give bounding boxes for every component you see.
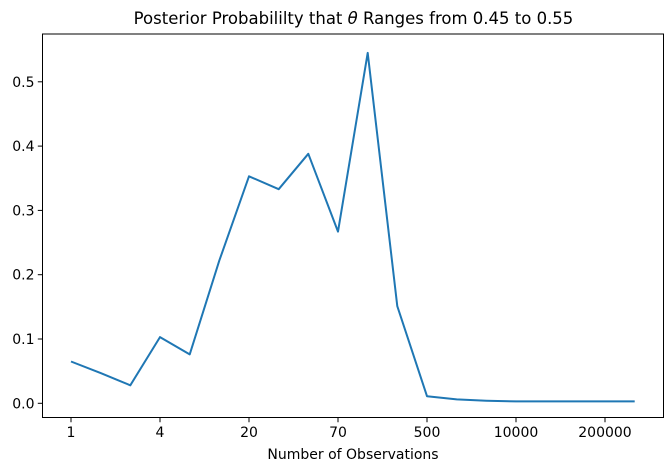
chart-title-post: Ranges from 0.45 to 0.55 bbox=[357, 9, 574, 28]
y-tick-label: 0.0 bbox=[12, 396, 34, 412]
x-axis-ticks bbox=[70, 417, 606, 423]
x-tick-label: 70 bbox=[329, 425, 347, 441]
y-tick-label: 0.1 bbox=[12, 332, 34, 348]
data-series-group bbox=[70, 51, 635, 403]
posterior-probability-line bbox=[70, 51, 635, 403]
y-tick-label: 0.3 bbox=[12, 203, 34, 219]
y-tick-label: 0.5 bbox=[12, 75, 34, 91]
x-axis-label: Number of Observations bbox=[267, 447, 438, 463]
x-tick-label: 500 bbox=[414, 425, 441, 441]
y-tick-label: 0.2 bbox=[12, 268, 34, 284]
chart-title-pre: Posterior Probabililty that bbox=[133, 9, 348, 28]
x-tick-label: 4 bbox=[156, 425, 165, 441]
x-tick-label: 200000 bbox=[578, 425, 631, 441]
y-tick-label: 0.4 bbox=[12, 139, 34, 155]
x-axis-tick-labels: 1 4 20 70 500 10000 200000 bbox=[67, 425, 632, 441]
chart-title-theta-symbol: θ bbox=[347, 9, 358, 28]
y-axis-tick-labels: 0.0 0.1 0.2 0.3 0.4 0.5 bbox=[12, 75, 34, 412]
x-tick-label: 20 bbox=[240, 425, 258, 441]
x-tick-label: 10000 bbox=[494, 425, 539, 441]
y-axis-ticks bbox=[37, 81, 43, 404]
axes-box bbox=[42, 33, 664, 418]
x-tick-label: 1 bbox=[67, 425, 76, 441]
chart-title: Posterior Probabililty that θ Ranges fro… bbox=[43, 9, 664, 28]
